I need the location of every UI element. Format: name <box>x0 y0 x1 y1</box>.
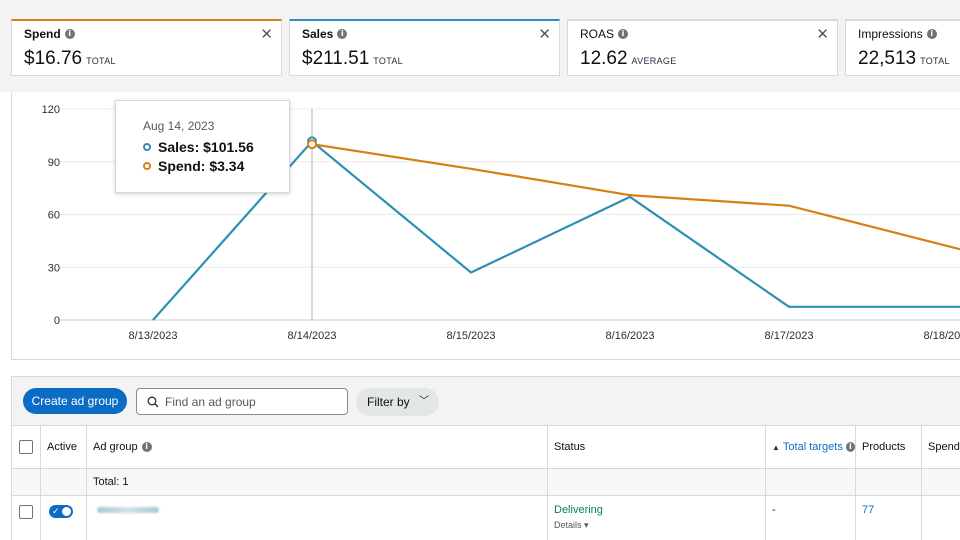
table-header: Active Ad group i Status ▲ Total targets i … <box>12 425 960 469</box>
info-icon[interactable]: i <box>845 442 855 452</box>
spend-marker-icon <box>143 162 151 170</box>
x-tick-label: 8/17/2023 <box>765 330 814 342</box>
info-icon[interactable]: i <box>141 442 152 452</box>
header-products[interactable]: Products <box>856 426 922 468</box>
x-tick-label: 8/15/2023 <box>447 330 496 342</box>
metric-label: Impressions <box>858 27 923 41</box>
metric-card-spend[interactable]: Spend i $16.76 TOTAL ✕ <box>11 19 282 76</box>
search-box[interactable] <box>136 388 348 415</box>
table-row: ✓ Delivering Details ▾ - 77 <box>12 496 960 540</box>
search-input[interactable] <box>165 393 343 411</box>
create-ad-group-button[interactable]: Create ad group <box>23 388 127 414</box>
close-icon[interactable]: ✕ <box>260 26 273 43</box>
total-targets-value: - <box>772 504 776 516</box>
info-icon[interactable]: i <box>926 29 937 39</box>
info-icon[interactable]: i <box>64 29 75 39</box>
totals-row: Total: 1 <box>12 469 960 496</box>
metric-value: 12.62 <box>580 48 628 69</box>
tooltip-spend: Spend: $3.34 <box>158 158 245 174</box>
metric-value: 22,513 <box>858 48 917 69</box>
tooltip-date: Aug 14, 2023 <box>143 119 215 133</box>
sort-ascending-icon: ▲ <box>772 442 780 452</box>
metric-unit: TOTAL <box>373 56 403 66</box>
ad-groups-table: Create ad group Filter by ﹀ Active Ad gro… <box>11 376 960 540</box>
totals-label: Total: 1 <box>93 476 129 488</box>
x-tick-label: 8/14/2023 <box>288 330 337 342</box>
metric-card-sales[interactable]: Sales i $211.51 TOTAL ✕ <box>289 19 560 76</box>
close-icon[interactable]: ✕ <box>816 26 829 43</box>
header-status[interactable]: Status <box>548 426 766 468</box>
ad-group-name-link[interactable] <box>97 507 159 513</box>
filter-label: Filter by <box>367 395 410 409</box>
header-spend[interactable]: Spend <box>928 441 960 453</box>
row-checkbox[interactable] <box>19 505 33 519</box>
metric-label: Spend <box>24 27 61 41</box>
hover-point-spend <box>307 139 317 150</box>
filter-by-button[interactable]: Filter by ﹀ <box>356 388 439 416</box>
info-icon[interactable]: i <box>618 29 629 39</box>
chevron-down-icon: ﹀ <box>419 396 429 407</box>
header-total-targets[interactable]: ▲ Total targets i <box>766 426 856 468</box>
x-tick-label: 8/18/2023 <box>924 330 960 342</box>
metric-unit: AVERAGE <box>631 56 677 66</box>
status-text: Delivering <box>554 504 603 516</box>
tooltip-sales: Sales: $101.56 <box>158 139 254 155</box>
tooltip-spend-row: Spend: $3.34 <box>143 158 289 174</box>
metric-card-impressions[interactable]: Impressions i 22,513 TOTAL <box>845 19 960 76</box>
info-icon[interactable]: i <box>337 29 348 39</box>
y-tick-label: 120 <box>42 104 60 116</box>
tooltip-sales-row: Sales: $101.56 <box>143 139 289 155</box>
metric-label: ROAS <box>580 27 615 41</box>
metric-value: $211.51 <box>302 48 370 69</box>
table-toolbar: Create ad group Filter by ﹀ <box>12 377 960 425</box>
x-tick-label: 8/13/2023 <box>129 330 178 342</box>
metric-label: Sales <box>302 27 334 41</box>
performance-chart[interactable]: 0 30 60 90 120 8/13/2023 8/14/2023 8/15/2023 8/1… <box>0 0 960 360</box>
y-tick-label: 90 <box>48 157 60 169</box>
header-active[interactable]: Active <box>41 426 87 468</box>
active-toggle[interactable]: ✓ <box>49 505 73 518</box>
y-tick-label: 30 <box>48 262 60 274</box>
chart-tooltip: Aug 14, 2023 Sales: $101.56 Spend: $3.34 <box>115 100 290 193</box>
series-line-spend <box>311 143 960 251</box>
products-link[interactable]: 77 <box>862 504 875 516</box>
sales-marker-icon <box>143 143 151 151</box>
metric-unit: TOTAL <box>920 56 950 66</box>
search-icon <box>147 396 159 408</box>
select-all-checkbox[interactable] <box>19 440 33 454</box>
y-tick-label: 60 <box>48 210 60 222</box>
header-select-all <box>12 426 41 468</box>
x-tick-label: 8/16/2023 <box>606 330 655 342</box>
details-dropdown[interactable]: Details ▾ <box>554 520 589 530</box>
metric-unit: TOTAL <box>86 56 116 66</box>
check-icon: ✓ <box>52 506 60 516</box>
close-icon[interactable]: ✕ <box>538 26 551 43</box>
metric-card-roas[interactable]: ROAS i 12.62 AVERAGE ✕ <box>567 19 838 76</box>
metrics-bar: Spend i $16.76 TOTAL ✕ Sales i $211.51 TOTAL… <box>0 0 960 92</box>
y-tick-label: 0 <box>54 315 60 327</box>
header-ad-group[interactable]: Ad group i <box>87 426 548 468</box>
metric-value: $16.76 <box>24 48 83 69</box>
